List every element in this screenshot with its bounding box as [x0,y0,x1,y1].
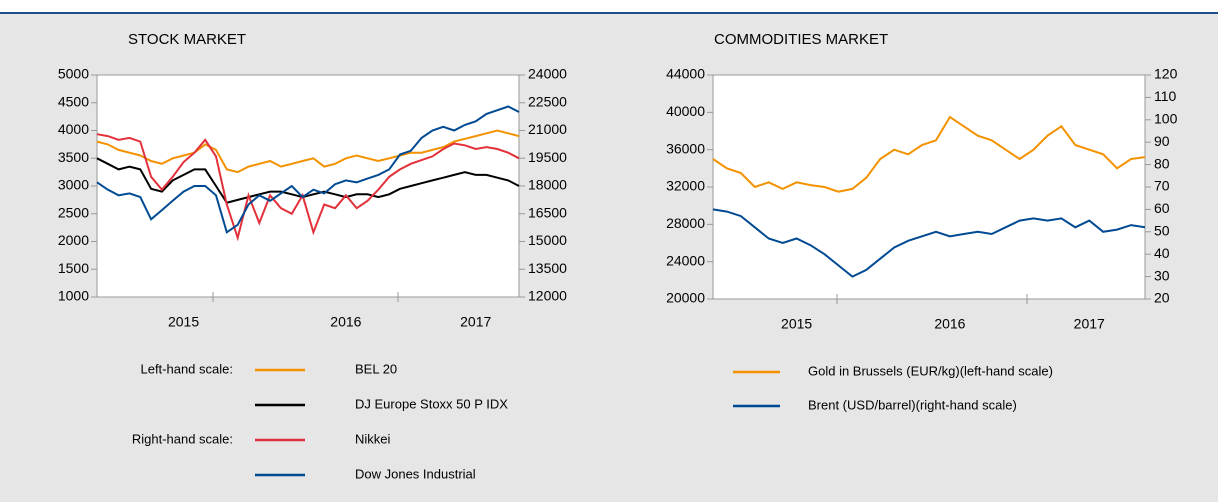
y2-tick-label: 110 [1154,88,1177,104]
y2-tick-label: 100 [1154,111,1178,127]
y2-tick-label: 20 [1154,290,1170,306]
y2-tick-label: 22500 [528,93,567,109]
y2-tick-label: 24000 [528,66,567,82]
y-tick-label: 3000 [58,177,89,193]
y-tick-label: 1000 [58,288,89,304]
x-tick-label: 2015 [781,316,812,332]
y2-tick-label: 90 [1154,133,1170,149]
y2-tick-label: 70 [1154,178,1170,194]
y2-tick-label: 60 [1154,200,1170,216]
y-tick-label: 4000 [58,121,89,137]
y2-tick-label: 120 [1154,66,1178,82]
series-line [96,105,520,234]
y-tick-label: 1500 [58,260,89,276]
plot-area [96,74,520,298]
y-tick-label: 4500 [58,93,89,109]
y2-tick-label: 40 [1154,245,1170,261]
legend-label: Gold in Brussels (EUR/kg)(left-hand scal… [808,363,1053,378]
y2-tick-label: 16500 [528,204,567,220]
y-tick-label: 28000 [666,215,705,231]
chart-title: STOCK MARKET [128,31,246,48]
series-line [96,129,520,174]
x-tick-label: 2015 [168,314,199,330]
legend-label: DJ Europe Stoxx 50 P IDX [355,396,508,411]
y2-tick-label: 12000 [528,288,567,304]
y-tick-label: 36000 [666,140,705,156]
y-tick-label: 2000 [58,232,89,248]
x-tick-label: 2016 [934,316,965,332]
y-tick-label: 2500 [58,204,89,220]
chart-title: COMMODITIES MARKET [714,31,888,48]
series-line [96,133,520,242]
series-line [712,208,1146,278]
y2-tick-label: 18000 [528,177,567,193]
y2-tick-label: 80 [1154,155,1170,171]
legend-label: Brent (USD/barrel)(right-hand scale) [808,397,1017,412]
series-line [712,115,1146,193]
x-tick-label: 2016 [330,314,361,330]
x-tick-label: 2017 [1074,316,1105,332]
legend-label: Nikkei [355,431,391,446]
legend-label: Dow Jones Industrial [355,466,476,481]
y-tick-label: 20000 [666,290,705,306]
y-tick-label: 32000 [666,178,705,194]
y2-tick-label: 13500 [528,260,567,276]
y-tick-label: 44000 [666,66,705,82]
y-tick-label: 5000 [58,66,89,82]
series-line [96,157,520,204]
y2-tick-label: 21000 [528,121,567,137]
legend-group-label: Right-hand scale: [132,431,233,446]
y2-tick-label: 50 [1154,223,1170,239]
y-tick-label: 3500 [58,149,89,165]
legend-label: BEL 20 [355,361,397,376]
y-tick-label: 40000 [666,103,705,119]
y2-tick-label: 19500 [528,149,567,165]
legend-group-label: Left-hand scale: [140,361,233,376]
x-tick-label: 2017 [460,314,491,330]
y2-tick-label: 15000 [528,232,567,248]
y-tick-label: 24000 [666,252,705,268]
y2-tick-label: 30 [1154,267,1170,283]
